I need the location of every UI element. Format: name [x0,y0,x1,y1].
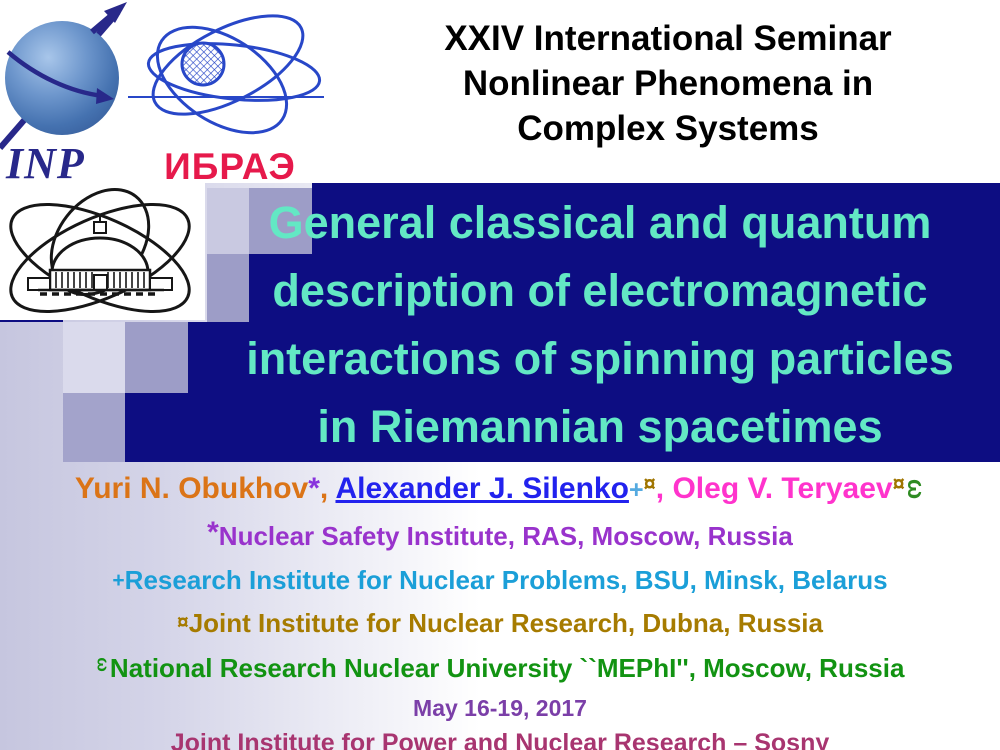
seminar-line-3: Complex Systems [517,109,819,148]
deco-square [63,393,125,462]
ibrae-logo [126,2,326,192]
authors-line: Yuri N. Obukhov*, Alexander J. Silenko+¤… [0,462,1000,508]
deco-square [207,254,249,322]
teryaev-mark-currency: ¤ [892,471,905,496]
deco-square [249,188,312,254]
seminar-heading: XXIV International Seminar Nonlinear Phe… [340,16,996,151]
affiliation-text: National Research Nuclear University ``M… [109,653,905,683]
banner-step [188,322,249,462]
banner-step [249,254,312,462]
obukhov-mark: * [308,472,320,505]
author-separator: , [319,472,336,505]
silenko-mark-plus: + [628,476,644,504]
affiliation-mark: + [112,569,125,592]
banner-rule [0,318,63,322]
slide-title-line-4: in Riemannian spacetimes [317,401,883,452]
teryaev-mark-omega: ω [902,478,929,500]
deco-square [63,322,125,393]
jinr-logo [0,182,205,320]
deco-square [125,322,188,393]
inp-label: INP [6,139,85,188]
affiliation-line-1: *Nuclear Safety Institute, RAS, Moscow, … [0,516,1000,553]
slide-title-line-3: interactions of spinning particles [246,333,954,384]
affiliation-mark: ¤ [177,611,189,634]
slide-title: General classical and quantum descriptio… [200,189,1000,461]
affiliation-text: Research Institute for Nuclear Problems,… [124,565,888,595]
author-silenko-link[interactable]: Alexander J. Silenko [335,472,629,505]
affiliation-mark: ω [93,657,113,672]
affiliation-text: Joint Institute for Nuclear Research, Du… [188,608,823,638]
affiliation-line-3: ¤Joint Institute for Nuclear Research, D… [0,606,1000,640]
ibrae-label: ИБРАЭ [164,146,296,187]
banner-step [125,393,188,462]
banner-panel [312,183,1000,462]
silenko-mark-currency: ¤ [643,471,656,496]
slide-title-line-2: description of electromagnetic [272,265,928,316]
event-dates: May 16-19, 2017 [413,695,587,721]
atom-orbits-icon [128,14,324,135]
author-separator: , [655,472,673,505]
spinning-sphere-arrow-icon [0,2,127,150]
author-obukhov: Yuri N. Obukhov [74,472,309,505]
event-venue: Joint Institute for Power and Nuclear Re… [170,729,830,750]
affiliation-text: Nuclear Safety Institute, RAS, Moscow, R… [218,521,793,551]
deco-square [207,188,249,254]
affiliation-mark: * [207,516,219,549]
top-background [0,0,1000,183]
affiliation-line-4: ωNational Research Nuclear University ``… [0,648,1000,685]
affiliation-line-2: +Research Institute for Nuclear Problems… [0,564,1000,597]
author-block: Yuri N. Obukhov*, Alexander J. Silenko+¤… [0,462,1000,750]
slide-title-line-1: General classical and quantum [268,197,932,248]
seminar-line-2: Nonlinear Phenomena in [462,64,874,103]
author-teryaev: Oleg V. Teryaev [672,472,893,505]
seminar-line-1: XXIV International Seminar [444,19,892,58]
synchrophasotron-building-icon [9,187,191,313]
inp-logo: INP [0,0,132,192]
title-banner: General classical and quantum descriptio… [0,183,1000,462]
